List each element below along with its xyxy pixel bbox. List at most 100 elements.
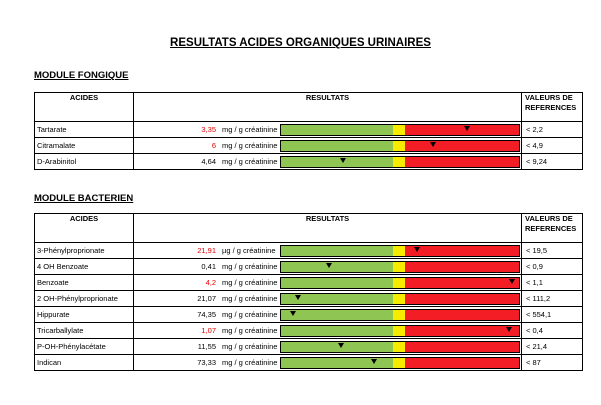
acid-name: 4 OH Benzoate <box>34 258 134 275</box>
result-unit: mg / g créatinine <box>222 141 278 150</box>
result-marker <box>413 247 420 252</box>
range-bar <box>280 124 520 136</box>
range-bar <box>280 140 520 152</box>
range-normal <box>281 278 393 288</box>
range-normal <box>281 294 393 304</box>
result-unit: µg / g créatinine <box>222 246 276 255</box>
range-normal <box>281 125 393 135</box>
range-bar <box>280 293 520 305</box>
range-bar <box>280 309 520 321</box>
result-unit: mg / g créatinine <box>222 262 278 271</box>
result-cell: 11,55 mg / g créatinine <box>133 338 522 355</box>
range-limit <box>393 278 405 288</box>
acid-name: D-Arabinitol <box>34 153 134 170</box>
result-marker <box>430 142 437 147</box>
result-marker <box>463 126 470 131</box>
range-high <box>405 342 519 352</box>
result-cell: 3,35 mg / g créatinine <box>133 121 522 138</box>
table-row: Benzoate 4,2 mg / g créatinine < 1,1 <box>34 274 583 291</box>
acid-name: Citramalate <box>34 137 134 154</box>
result-value: 0,41 <box>201 262 216 271</box>
results-table: ACIDES RESULTATS VALEURS DE REFERENCES 3-Phé… <box>34 213 583 371</box>
result-cell: 4,64 mg / g créatinine <box>133 153 522 170</box>
result-value: 6 <box>211 141 216 150</box>
header-resultats: RESULTATS <box>133 92 522 122</box>
result-cell: 6 mg / g créatinine <box>133 137 522 154</box>
result-cell: 1,07 mg / g créatinine <box>133 322 522 339</box>
result-unit: mg / g créatinine <box>222 326 278 335</box>
range-bar <box>280 325 520 337</box>
reference-value: < 9,24 <box>521 153 583 170</box>
result-marker <box>294 295 301 300</box>
range-high <box>405 358 519 368</box>
header-row: ACIDES RESULTATS VALEURS DE REFERENCES <box>34 92 583 122</box>
range-limit <box>393 326 405 336</box>
table-row: Citramalate 6 mg / g créatinine < 4,9 <box>34 137 583 154</box>
range-bar <box>280 277 520 289</box>
range-limit <box>393 310 405 320</box>
acid-name: P-OH-Phénylacétate <box>34 338 134 355</box>
result-marker <box>289 311 296 316</box>
reference-value: < 111,2 <box>521 290 583 307</box>
reference-value: < 19,5 <box>521 242 583 259</box>
acid-name: 3-Phénylproprionate <box>34 242 134 259</box>
result-cell: 4,2 mg / g créatinine <box>133 274 522 291</box>
range-normal <box>281 342 393 352</box>
acid-name: Tricarballylate <box>34 322 134 339</box>
result-marker <box>370 359 377 364</box>
result-cell: 0,41 mg / g créatinine <box>133 258 522 275</box>
header-resultats: RESULTATS <box>133 213 522 243</box>
range-bar <box>280 156 520 168</box>
reference-value: < 0,4 <box>521 322 583 339</box>
result-marker <box>339 158 346 163</box>
result-value: 74,35 <box>197 310 216 319</box>
header-references-line2: REFERENCES <box>525 103 577 112</box>
range-high <box>405 326 519 336</box>
acid-name: Benzoate <box>34 274 134 291</box>
header-references-line1: VALEURS DE <box>525 214 573 224</box>
result-cell: 21,07 mg / g créatinine <box>133 290 522 307</box>
result-cell: 73,33 mg / g créatinine <box>133 354 522 371</box>
range-normal <box>281 310 393 320</box>
result-unit: mg / g créatinine <box>222 294 278 303</box>
reference-value: < 1,1 <box>521 274 583 291</box>
acid-name: 2 OH-Phénylproprionate <box>34 290 134 307</box>
header-references-line1: VALEURS DE <box>525 93 573 103</box>
range-limit <box>393 157 405 167</box>
range-bar <box>280 245 520 257</box>
range-normal <box>281 246 393 256</box>
result-value: 4,64 <box>201 157 216 166</box>
table-row: Tricarballylate 1,07 mg / g créatinine < 0,… <box>34 322 583 339</box>
range-high <box>405 310 519 320</box>
range-limit <box>393 358 405 368</box>
range-high <box>405 294 519 304</box>
reference-value: < 21,4 <box>521 338 583 355</box>
header-acides: ACIDES <box>34 213 134 243</box>
range-high <box>405 278 519 288</box>
header-acides: ACIDES <box>34 92 134 122</box>
reference-value: < 554,1 <box>521 306 583 323</box>
module-title: MODULE BACTERIEN <box>34 193 134 204</box>
result-marker <box>325 263 332 268</box>
range-high <box>405 141 519 151</box>
result-unit: mg / g créatinine <box>222 125 278 134</box>
range-limit <box>393 246 405 256</box>
range-limit <box>393 125 405 135</box>
acid-name: Hippurate <box>34 306 134 323</box>
range-bar <box>280 357 520 369</box>
result-marker <box>506 327 513 332</box>
range-normal <box>281 326 393 336</box>
range-limit <box>393 141 405 151</box>
result-value: 73,33 <box>197 358 216 367</box>
result-unit: mg / g créatinine <box>222 157 278 166</box>
result-marker <box>508 279 515 284</box>
result-value: 11,55 <box>197 342 216 351</box>
header-references: VALEURS DE REFERENCES <box>521 213 583 243</box>
range-bar <box>280 261 520 273</box>
range-high <box>405 125 519 135</box>
range-limit <box>393 262 405 272</box>
range-normal <box>281 358 393 368</box>
table-row: 2 OH-Phénylproprionate 21,07 mg / g créati… <box>34 290 583 307</box>
module-title: MODULE FONGIQUE <box>34 70 129 81</box>
result-value: 21,91 <box>197 246 216 255</box>
